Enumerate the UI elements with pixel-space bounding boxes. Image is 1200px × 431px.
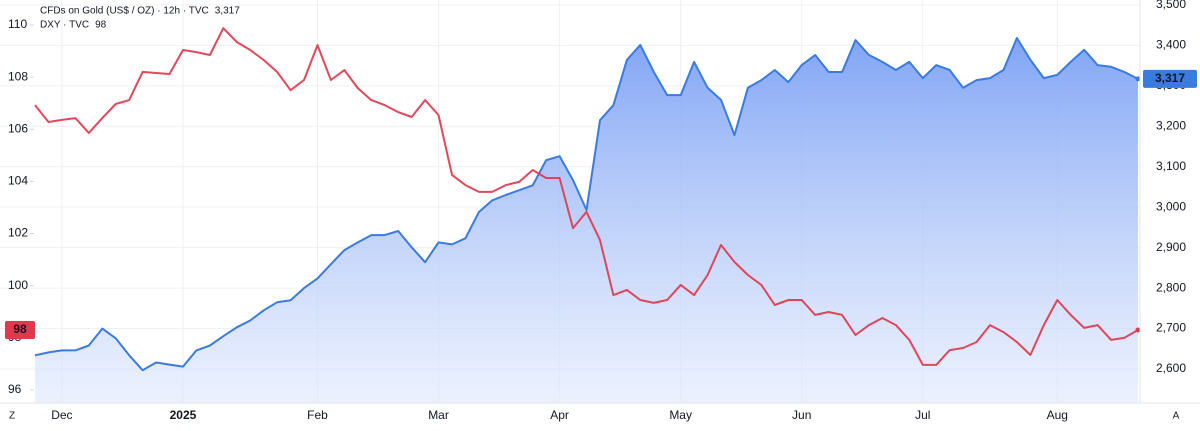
y-tick-label: 100 [8,278,28,292]
axes: Dec 2025 Feb Mar Apr May Jun Jul Aug 2,600 2,700 2,… [0,0,1200,422]
area-fill [35,38,1138,403]
y2-tick-label: 3,000 [1156,199,1186,213]
y2-tick-label: 2,800 [1156,280,1186,294]
series-line [34,37,1139,372]
plot [34,27,1141,403]
x-tick-label: Feb [307,408,328,422]
scale-button[interactable]: Z [9,411,15,422]
legend-value: 3,317 [215,6,240,17]
y2-tick-label: 3,500 [1156,0,1186,11]
y2-tick-label: 3,400 [1156,37,1186,51]
x-tick-label: Mar [428,408,449,422]
x-tick-label: Jun [792,408,811,422]
x-tick-label: Apr [550,408,569,422]
y2-tick-label: 2,700 [1156,321,1186,335]
price-badge-label: 98 [13,322,27,336]
last-point [1135,76,1141,82]
x-tick-label: Aug [1047,408,1068,422]
y-tick-label: 102 [8,226,28,240]
y2-tick-label: 2,900 [1156,240,1186,254]
y2-tick-label: 3,200 [1156,118,1186,132]
series-line [34,27,1139,366]
y2-tick-label: 2,600 [1156,361,1186,375]
y-tick-label: 110 [8,17,27,31]
y-tick-label: 104 [8,174,28,188]
last-point [1135,327,1141,333]
legend-value: 98 [95,20,107,31]
y-tick-label: 96 [8,382,22,396]
price-badge-label: 3,317 [1155,71,1185,85]
x-tick-label: Jul [915,408,930,422]
x-tick-label: Dec [51,408,72,422]
legend-name: DXY · TVC [40,20,89,31]
price-badge [5,321,35,340]
y-tick-label: 108 [8,69,28,83]
scale-button[interactable]: A [1173,411,1180,422]
x-tick-label: May [669,408,692,422]
legend-name: CFDs on Gold (US$ / OZ) · 12h · TVC [40,6,209,17]
x-tick-label: 2025 [170,408,197,422]
y-tick-label: 106 [8,121,28,135]
y2-tick-label: 3,100 [1156,159,1186,173]
price-badge [1143,69,1197,88]
